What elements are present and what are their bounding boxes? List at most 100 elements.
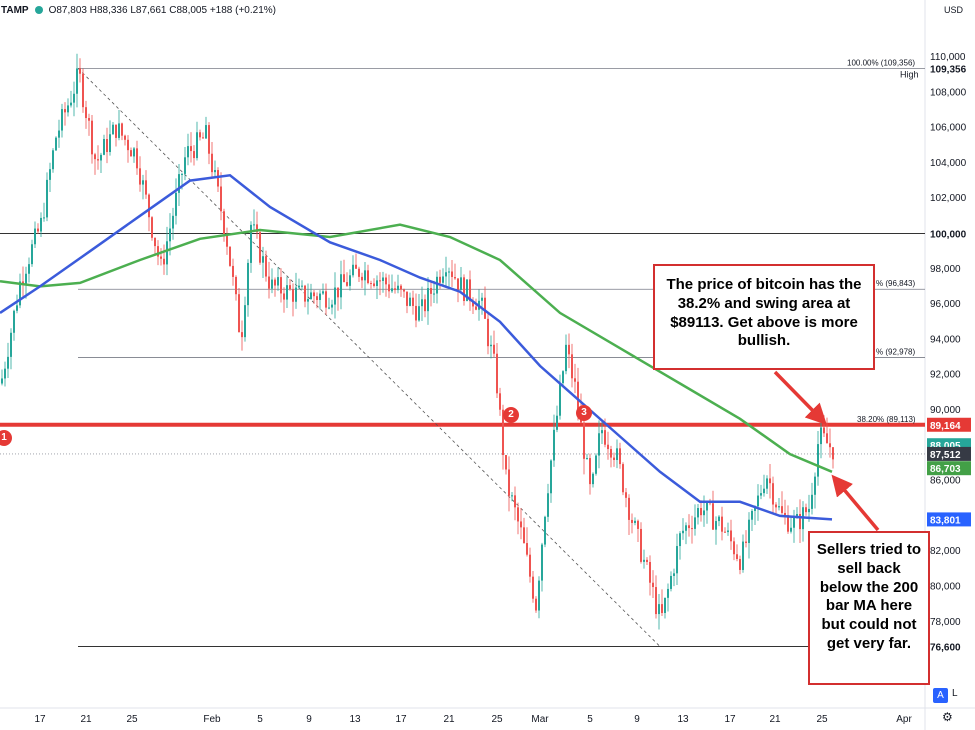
candle-body [517,507,519,522]
candle-body [793,517,795,528]
candle-body [751,510,753,520]
candle-body [292,289,294,302]
candle-body [448,271,450,273]
candle-body [256,224,258,233]
candle-body [754,506,756,511]
candle-body [46,179,48,218]
time-tick-label: Mar [531,714,549,725]
candle-body [181,173,183,175]
candle-body [670,575,672,589]
candle-body [655,587,657,615]
candle-body [730,530,732,542]
candle-body [199,132,201,138]
candle-body [373,283,375,287]
candle-body [139,168,141,185]
candle-body [667,588,669,598]
candle-body [106,138,108,153]
candle-body [496,353,498,394]
candle-body [121,123,123,136]
candle-body [214,170,216,173]
candle-body [526,543,528,555]
settings-gear-icon[interactable]: ⚙ [942,710,953,724]
high-label: High [900,69,919,79]
candle-body [211,153,213,173]
candle-body [514,495,516,508]
candle-body [595,455,597,474]
candle-body [64,109,66,113]
price-tag-bg [927,512,971,527]
candle-body [643,559,645,562]
time-tick-label: 25 [816,714,828,725]
candle-body [217,170,219,187]
candle-body [541,544,543,581]
time-tick-label: 9 [306,714,312,725]
fib-100-label: 100.00% (109,356) [847,58,915,67]
candle-body [820,427,822,445]
candle-body [637,520,639,529]
candle-body [16,305,18,311]
candle-body [763,488,765,494]
candle-body [253,224,255,226]
candle-body [37,228,39,232]
time-tick-label: 5 [587,714,593,725]
candle-body [823,427,825,434]
candle-body [232,265,234,277]
candle-body [382,277,384,281]
candle-body [82,73,84,108]
auto-scale-button[interactable]: A [933,688,948,703]
candle-body [295,287,297,302]
candle-body [154,237,156,247]
price-tag-label: 86,703 [930,464,961,475]
candle-body [142,180,144,185]
candle-body [787,515,789,532]
candle-body [61,109,63,131]
candle-body [724,531,726,533]
price-tag-bg [927,639,971,654]
candle-body [736,554,738,559]
candle-body [499,393,501,410]
candle-body [367,270,369,284]
candle-body [625,492,627,498]
price-tag-label: 87,512 [930,450,961,461]
candle-body [727,530,729,533]
candle-body [280,277,282,294]
candle-body [622,464,624,493]
candle-body [184,157,186,174]
candle-body [238,294,240,333]
candle-body [556,415,558,430]
candle-body [421,299,423,307]
candle-body [739,558,741,570]
candle-body [562,371,564,384]
candle-body [268,276,270,289]
marker-2: 2 [503,407,519,423]
callout-arrow-top [773,370,827,426]
candle-body [298,285,300,288]
candle-body [706,501,708,511]
candle-body [316,296,318,300]
time-tick-label: 17 [724,714,736,725]
log-scale-button[interactable]: L [952,688,958,699]
candle-body [19,281,21,306]
candle-body [799,514,801,530]
candle-body [196,132,198,159]
candle-body [85,107,87,119]
price-tag-label: 109,356 [930,64,967,75]
candle-body [532,576,534,599]
candle-body [781,506,783,513]
price-tag-label: 100,000 [930,230,967,241]
candle-body [688,525,690,529]
currency-label[interactable]: USD [943,5,963,15]
candle-body [1,378,3,384]
price-tick-label: 86,000 [930,476,961,487]
price-tick-label: 94,000 [930,334,961,345]
time-tick-label: Feb [203,714,221,725]
candle-body [619,448,621,465]
price-tag-bg [927,461,971,476]
candle-body [550,460,552,494]
fib-382-label: 38.20% (89,113) [857,415,916,424]
symbol-label[interactable]: TAMP [1,4,29,16]
time-tick-label: 17 [34,714,46,725]
candle-body [631,519,633,523]
candle-body [673,573,675,576]
candle-body [10,332,12,357]
